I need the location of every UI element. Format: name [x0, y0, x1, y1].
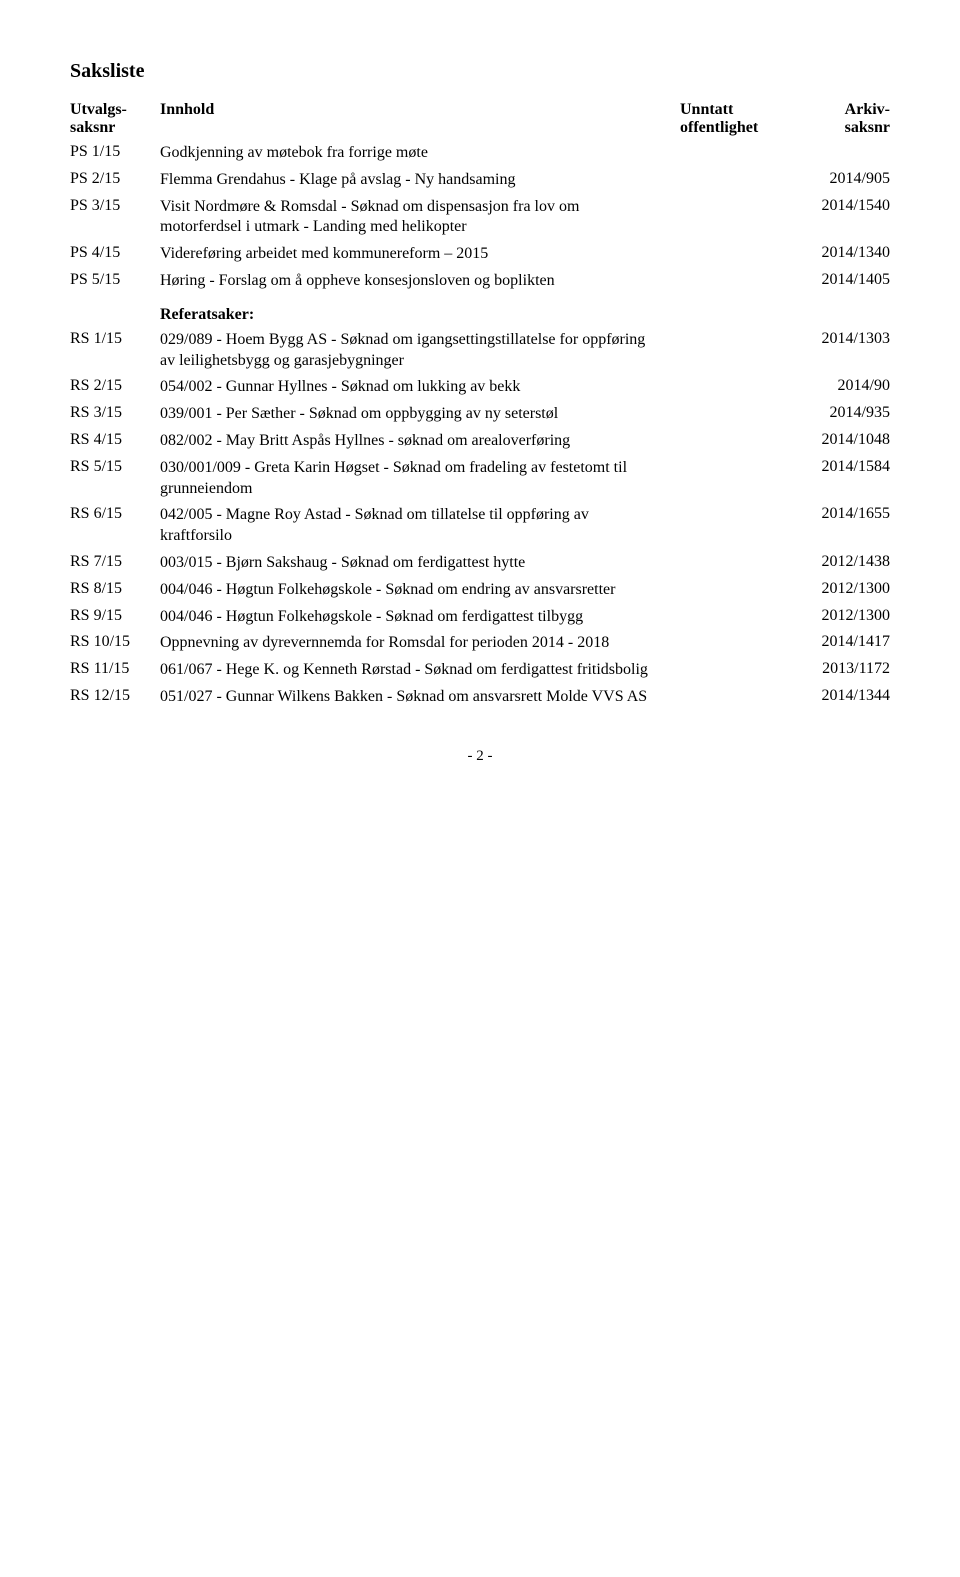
row-content: 029/089 - Hoem Bygg AS - Søknad om igang…	[160, 330, 680, 372]
row-ref: RS 11/15	[70, 660, 160, 678]
row-content: 004/046 - Høgtun Folkehøgskole - Søknad …	[160, 580, 680, 601]
table-row: PS 2/15Flemma Grendahus - Klage på avsla…	[70, 170, 890, 191]
table-header: Utvalgs- saksnr Innhold Unntatt offentli…	[70, 101, 890, 137]
row-arkiv: 2014/1344	[790, 687, 890, 705]
header-utvalgs-l1: Utvalgs-	[70, 101, 127, 118]
table-row: RS 5/15030/001/009 - Greta Karin Høgset …	[70, 458, 890, 500]
row-content: 004/046 - Høgtun Folkehøgskole - Søknad …	[160, 607, 680, 628]
table-row: RS 9/15004/046 - Høgtun Folkehøgskole - …	[70, 607, 890, 628]
row-content: Oppnevning av dyrevernnemda for Romsdal …	[160, 633, 680, 654]
row-content: 051/027 - Gunnar Wilkens Bakken - Søknad…	[160, 687, 680, 708]
table-row: RS 8/15004/046 - Høgtun Folkehøgskole - …	[70, 580, 890, 601]
row-arkiv: 2014/905	[790, 170, 890, 188]
row-ref: RS 7/15	[70, 553, 160, 571]
row-arkiv: 2014/90	[790, 377, 890, 395]
row-content: 054/002 - Gunnar Hyllnes - Søknad om luk…	[160, 377, 680, 398]
header-innhold: Innhold	[160, 101, 214, 118]
row-ref: PS 3/15	[70, 197, 160, 215]
row-content: Godkjenning av møtebok fra forrige møte	[160, 143, 680, 164]
row-content: Visit Nordmøre & Romsdal - Søknad om dis…	[160, 197, 680, 239]
header-unntatt-l2: offentlighet	[680, 119, 758, 136]
row-content: 039/001 - Per Sæther - Søknad om oppbygg…	[160, 404, 680, 425]
table-row: RS 10/15Oppnevning av dyrevernnemda for …	[70, 633, 890, 654]
row-arkiv: 2013/1172	[790, 660, 890, 678]
row-arkiv: 2014/1303	[790, 330, 890, 348]
row-arkiv: 2014/1584	[790, 458, 890, 476]
row-ref: RS 10/15	[70, 633, 160, 651]
row-content: Videreføring arbeidet med kommunereform …	[160, 244, 680, 265]
row-ref: RS 3/15	[70, 404, 160, 422]
header-arkiv-l2: saksnr	[845, 119, 890, 136]
row-ref: RS 8/15	[70, 580, 160, 598]
table-row: RS 4/15082/002 - May Britt Aspås Hyllnes…	[70, 431, 890, 452]
row-content: 061/067 - Hege K. og Kenneth Rørstad - S…	[160, 660, 680, 681]
referat-label: Referatsaker:	[70, 306, 890, 324]
row-arkiv: 2014/935	[790, 404, 890, 422]
row-arkiv: 2012/1300	[790, 607, 890, 625]
row-content: 042/005 - Magne Roy Astad - Søknad om ti…	[160, 505, 680, 547]
row-ref: RS 1/15	[70, 330, 160, 348]
row-ref: RS 5/15	[70, 458, 160, 476]
page-title: Saksliste	[70, 60, 890, 83]
row-arkiv: 2014/1048	[790, 431, 890, 449]
row-ref: PS 2/15	[70, 170, 160, 188]
row-ref: RS 6/15	[70, 505, 160, 523]
table-row: RS 3/15039/001 - Per Sæther - Søknad om …	[70, 404, 890, 425]
row-arkiv: 2014/1405	[790, 271, 890, 289]
header-arkiv-l1: Arkiv-	[845, 101, 890, 118]
row-ref: RS 12/15	[70, 687, 160, 705]
row-content: Flemma Grendahus - Klage på avslag - Ny …	[160, 170, 680, 191]
table-row: RS 2/15054/002 - Gunnar Hyllnes - Søknad…	[70, 377, 890, 398]
row-arkiv: 2014/1655	[790, 505, 890, 523]
header-utvalgs-l2: saksnr	[70, 119, 115, 136]
row-ref: PS 5/15	[70, 271, 160, 289]
table-row: RS 11/15061/067 - Hege K. og Kenneth Rør…	[70, 660, 890, 681]
row-arkiv: 2014/1540	[790, 197, 890, 215]
row-arkiv: 2012/1438	[790, 553, 890, 571]
page-number: - 2 -	[70, 748, 890, 765]
header-unntatt-l1: Unntatt	[680, 101, 733, 118]
row-content: 003/015 - Bjørn Sakshaug - Søknad om fer…	[160, 553, 680, 574]
ps-list: PS 1/15Godkjenning av møtebok fra forrig…	[70, 143, 890, 292]
row-ref: RS 4/15	[70, 431, 160, 449]
table-row: PS 3/15Visit Nordmøre & Romsdal - Søknad…	[70, 197, 890, 239]
row-arkiv: 2014/1417	[790, 633, 890, 651]
table-row: PS 4/15Videreføring arbeidet med kommune…	[70, 244, 890, 265]
table-row: RS 6/15042/005 - Magne Roy Astad - Søkna…	[70, 505, 890, 547]
row-content: 030/001/009 - Greta Karin Høgset - Søkna…	[160, 458, 680, 500]
table-row: RS 7/15003/015 - Bjørn Sakshaug - Søknad…	[70, 553, 890, 574]
row-content: Høring - Forslag om å oppheve konsesjons…	[160, 271, 680, 292]
row-ref: RS 2/15	[70, 377, 160, 395]
table-row: PS 1/15Godkjenning av møtebok fra forrig…	[70, 143, 890, 164]
row-arkiv: 2014/1340	[790, 244, 890, 262]
row-content: 082/002 - May Britt Aspås Hyllnes - søkn…	[160, 431, 680, 452]
rs-list: RS 1/15029/089 - Hoem Bygg AS - Søknad o…	[70, 330, 890, 708]
table-row: RS 12/15051/027 - Gunnar Wilkens Bakken …	[70, 687, 890, 708]
row-ref: RS 9/15	[70, 607, 160, 625]
table-row: RS 1/15029/089 - Hoem Bygg AS - Søknad o…	[70, 330, 890, 372]
row-arkiv: 2012/1300	[790, 580, 890, 598]
table-row: PS 5/15Høring - Forslag om å oppheve kon…	[70, 271, 890, 292]
row-ref: PS 4/15	[70, 244, 160, 262]
row-ref: PS 1/15	[70, 143, 160, 161]
